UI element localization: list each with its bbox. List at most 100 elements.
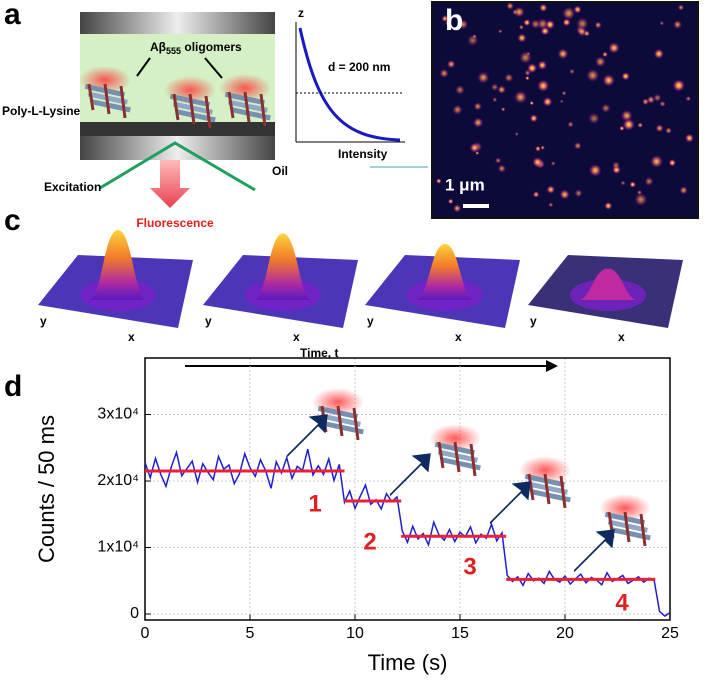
spot bbox=[537, 60, 548, 71]
x-tick-label: 10 bbox=[346, 625, 364, 642]
fluorescence-image bbox=[431, 1, 699, 219]
spot bbox=[447, 198, 454, 205]
panel-label: a bbox=[4, 0, 21, 31]
spot bbox=[587, 112, 601, 125]
plot-frame bbox=[144, 357, 671, 621]
trace-chart: 0 5 10 15 20 25 0 1x10⁴ 2x10⁴ 3x10⁴ Time (s) Counts… bbox=[34, 357, 679, 675]
step-number: 3 bbox=[463, 553, 476, 580]
step-arrow bbox=[490, 481, 531, 525]
spot bbox=[600, 103, 611, 114]
spot bbox=[672, 19, 683, 30]
pointer bbox=[204, 57, 223, 79]
spot bbox=[492, 96, 498, 103]
spot bbox=[588, 163, 602, 177]
spot bbox=[685, 95, 692, 102]
spot bbox=[529, 114, 539, 123]
pointer bbox=[136, 57, 151, 77]
y-tick-label: 0 bbox=[130, 605, 139, 622]
spot bbox=[529, 100, 534, 106]
spot bbox=[672, 79, 686, 92]
poly-lysine-layer bbox=[80, 122, 275, 136]
spot bbox=[594, 56, 606, 68]
spot bbox=[561, 6, 576, 21]
y-axis-label: Counts / 50 ms bbox=[34, 415, 59, 563]
step-number: 2 bbox=[363, 528, 376, 555]
label: Fluorescence bbox=[136, 216, 214, 230]
spot bbox=[472, 34, 477, 40]
spot bbox=[500, 107, 506, 112]
spot bbox=[540, 145, 545, 150]
spot bbox=[611, 161, 621, 170]
peak bbox=[90, 230, 146, 300]
spot bbox=[435, 178, 442, 184]
x-axis-label: Time (s) bbox=[368, 650, 448, 675]
spot bbox=[497, 85, 507, 95]
spot bbox=[490, 83, 499, 92]
label: Time, t bbox=[300, 346, 338, 360]
spot bbox=[573, 5, 582, 14]
spot bbox=[546, 185, 556, 195]
spot bbox=[473, 102, 483, 111]
time-arrowhead bbox=[546, 360, 558, 372]
spot bbox=[542, 96, 553, 107]
y-tick-label: 1x10⁴ bbox=[97, 539, 139, 556]
axis-letter: x bbox=[293, 330, 300, 344]
axis-letter: x bbox=[128, 330, 135, 344]
spot bbox=[446, 59, 456, 69]
label: z bbox=[298, 6, 304, 20]
spot bbox=[637, 122, 644, 129]
panel-label: d bbox=[4, 370, 22, 403]
spot bbox=[679, 185, 688, 195]
spot bbox=[559, 99, 564, 104]
scale-label: 1 μm bbox=[445, 175, 485, 194]
spot bbox=[454, 84, 466, 96]
spot bbox=[577, 26, 587, 37]
spot bbox=[562, 18, 571, 27]
spot bbox=[608, 41, 620, 54]
step-number: 1 bbox=[308, 490, 321, 517]
spot bbox=[530, 19, 541, 30]
spot bbox=[644, 176, 654, 187]
scale-bar bbox=[463, 204, 489, 208]
x-tick-label: 25 bbox=[661, 625, 679, 642]
fluorescence-arrow bbox=[150, 160, 190, 208]
spot bbox=[659, 100, 666, 108]
spot bbox=[620, 180, 626, 186]
axis-letter: y bbox=[40, 314, 47, 328]
x-tick-label: 15 bbox=[451, 625, 469, 642]
spot bbox=[548, 202, 554, 208]
panel-label: c bbox=[4, 204, 21, 237]
spot bbox=[517, 33, 527, 43]
spot bbox=[604, 201, 613, 211]
oligomer-icon bbox=[310, 386, 366, 442]
panel-label: b bbox=[445, 4, 463, 37]
spot bbox=[550, 160, 556, 166]
spot bbox=[665, 127, 673, 135]
spot bbox=[498, 29, 503, 34]
spot bbox=[567, 121, 574, 128]
label: Poly-L-Lysine bbox=[2, 104, 81, 118]
spot bbox=[602, 73, 616, 87]
spot bbox=[536, 79, 550, 93]
spot bbox=[518, 24, 524, 30]
spot bbox=[532, 190, 540, 198]
x-tick-label: 0 bbox=[141, 625, 150, 642]
spot bbox=[561, 90, 567, 96]
spot bbox=[594, 21, 602, 29]
spot bbox=[441, 14, 449, 23]
step-arrow bbox=[574, 529, 615, 573]
spot bbox=[574, 188, 583, 198]
label: Intensity bbox=[338, 147, 388, 161]
spot bbox=[452, 204, 462, 213]
spot bbox=[513, 90, 528, 104]
spot bbox=[653, 48, 665, 60]
spot bbox=[629, 181, 637, 188]
peak bbox=[580, 268, 636, 300]
bottom-glass bbox=[80, 136, 275, 160]
spot bbox=[469, 142, 480, 153]
spot bbox=[653, 93, 662, 103]
peak bbox=[255, 233, 311, 300]
spot bbox=[634, 192, 648, 207]
peak bbox=[417, 244, 473, 300]
